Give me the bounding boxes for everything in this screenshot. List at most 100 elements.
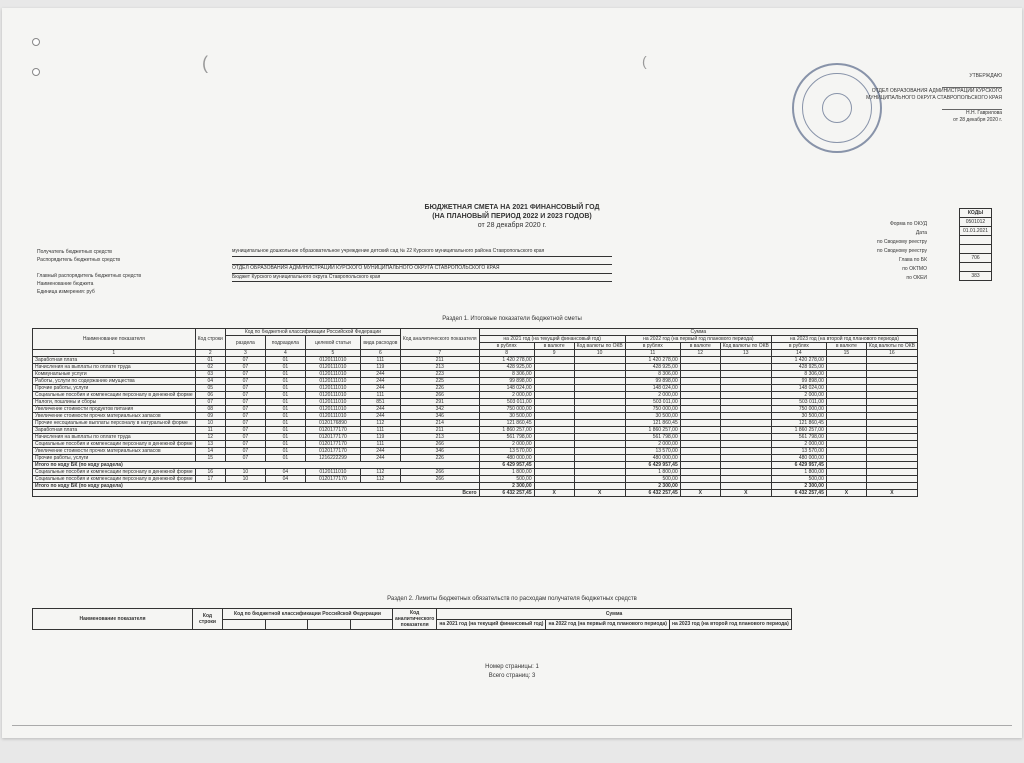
cell: 266 xyxy=(400,469,479,476)
th: в валюте xyxy=(826,343,866,350)
cell: 10 xyxy=(195,420,225,427)
kody-date: 01.01.2021 xyxy=(959,227,991,236)
cell xyxy=(826,399,866,406)
stamp-name: Н.Н. Гаврилова xyxy=(852,110,1002,117)
cell xyxy=(680,385,720,392)
cell: 2 300,00 xyxy=(625,483,680,490)
cell: 211 xyxy=(400,357,479,364)
meta-value: ОТДЕЛ ОБРАЗОВАНИЯ АДМИНИСТРАЦИИ КУРСКОГО… xyxy=(232,265,612,274)
cell xyxy=(866,455,917,462)
cell: 15 xyxy=(195,455,225,462)
cell xyxy=(866,427,917,434)
meta-label: Главный распорядитель бюджетных средств xyxy=(37,272,217,280)
cell: 1 800,00 xyxy=(625,469,680,476)
cell: 428 925,00 xyxy=(479,364,534,371)
cell xyxy=(826,462,866,469)
cell: Прочие работы, услуги xyxy=(33,455,196,462)
meta-labels: Получатель бюджетных средств Распорядите… xyxy=(37,248,217,296)
cell: 0120177170 xyxy=(305,448,360,455)
cell xyxy=(680,413,720,420)
punch-hole xyxy=(32,68,40,76)
cell xyxy=(680,427,720,434)
cell: 214 xyxy=(400,420,479,427)
cell xyxy=(534,469,574,476)
cell xyxy=(826,420,866,427)
cell: 0120111010 xyxy=(305,364,360,371)
cell xyxy=(680,448,720,455)
section-2-title: Раздел 2. Лимиты бюджетных обязательств … xyxy=(2,596,1022,602)
cell: 226 xyxy=(400,385,479,392)
cell: 0120111010 xyxy=(305,371,360,378)
cell: 01 xyxy=(265,441,305,448)
kody-labels: Форма по ОКУД Дата по Сводному реестру п… xyxy=(877,220,927,283)
punch-hole xyxy=(32,38,40,46)
cell: 2 000,00 xyxy=(625,392,680,399)
cell: 291 xyxy=(400,399,479,406)
cell: 8 306,00 xyxy=(625,371,680,378)
cell xyxy=(680,483,720,490)
cell: 480 000,00 xyxy=(771,455,826,462)
cell: 244 xyxy=(360,385,400,392)
cell: 01 xyxy=(265,364,305,371)
cell xyxy=(534,462,574,469)
cell: 2 300,00 xyxy=(771,483,826,490)
cell xyxy=(680,476,720,483)
cell xyxy=(534,413,574,420)
cell: 213 xyxy=(400,434,479,441)
kody-cell xyxy=(959,245,991,254)
cell xyxy=(534,406,574,413)
cell xyxy=(866,385,917,392)
table-row: Заработная плата01070101201110101112111 … xyxy=(33,357,918,364)
cell xyxy=(826,469,866,476)
cell: Итого по коду БК (по коду раздела) xyxy=(33,483,480,490)
th: Сумма xyxy=(437,609,791,620)
cell xyxy=(574,413,625,420)
cell xyxy=(826,385,866,392)
th: Код строки xyxy=(193,609,223,630)
approval-stamp: УТВЕРЖДАЮ ОТДЕЛ ОБРАЗОВАНИЯ АДМИНИСТРАЦИ… xyxy=(792,63,972,173)
th: в валюте xyxy=(534,343,574,350)
cell: 111 xyxy=(360,392,400,399)
cell: 112 xyxy=(360,469,400,476)
cell: 112 xyxy=(360,476,400,483)
cell: 07 xyxy=(225,434,265,441)
cell: X xyxy=(574,490,625,497)
th: на 2021 год (на текущий финансовый год) xyxy=(479,336,625,343)
cell: 1 860 257,00 xyxy=(625,427,680,434)
cell: 148 024,00 xyxy=(625,385,680,392)
cell: 07 xyxy=(225,378,265,385)
cell: 03 xyxy=(195,371,225,378)
cell xyxy=(826,357,866,364)
cell xyxy=(826,406,866,413)
cell: 503 011,00 xyxy=(479,399,534,406)
cell: 0120111010 xyxy=(305,392,360,399)
cell: 10 xyxy=(225,476,265,483)
cell xyxy=(534,476,574,483)
cell: 121 860,45 xyxy=(479,420,534,427)
cell xyxy=(826,448,866,455)
label: Дата xyxy=(877,229,927,238)
cell: 0120177170 xyxy=(305,427,360,434)
label: по ОКТМО xyxy=(877,265,927,274)
table-row: Социальные пособия и компенсации персона… xyxy=(33,469,918,476)
cell xyxy=(826,364,866,371)
cell xyxy=(534,392,574,399)
cell: Итого по коду БК (по коду раздела) xyxy=(33,462,480,469)
cell xyxy=(534,455,574,462)
th: Код аналитического показателя xyxy=(393,609,437,630)
cell: 0120111010 xyxy=(305,469,360,476)
cell xyxy=(680,399,720,406)
cell: 500,00 xyxy=(479,476,534,483)
cell xyxy=(720,371,771,378)
cell xyxy=(826,455,866,462)
cell: 750 000,00 xyxy=(771,406,826,413)
cell xyxy=(866,406,917,413)
cell: 428 925,00 xyxy=(625,364,680,371)
cell: Социальные пособия и компенсации персона… xyxy=(33,476,196,483)
cell: 07 xyxy=(225,357,265,364)
cell xyxy=(680,357,720,364)
cell xyxy=(680,371,720,378)
cell xyxy=(574,392,625,399)
kody-table: КОДЫ 0501012 01.01.2021 706 383 xyxy=(959,208,992,281)
cell xyxy=(826,427,866,434)
